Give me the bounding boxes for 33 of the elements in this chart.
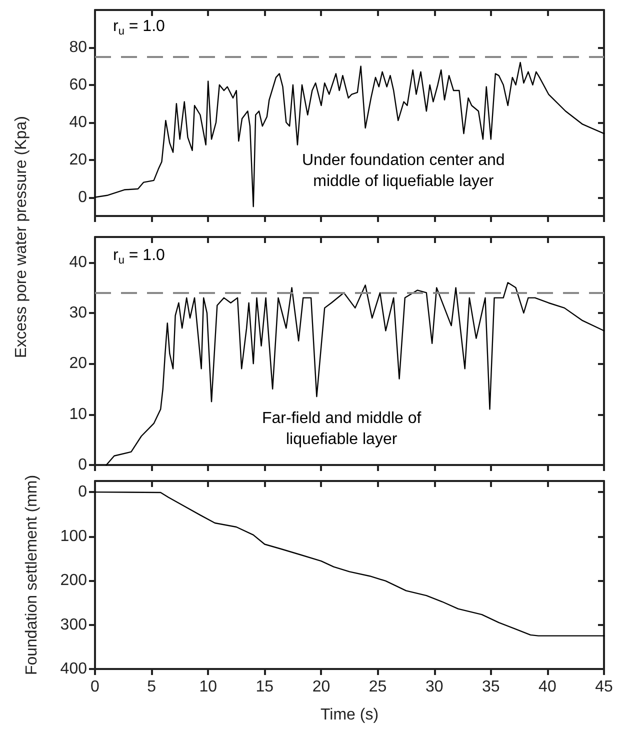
y-tick-label: 300 [60, 616, 88, 634]
annotation: Far-field and middle of liquefiable layer [262, 410, 422, 448]
y-tick-label: 80 [69, 38, 88, 56]
y-axis-title: Excess pore water pressure (Kpa) [13, 116, 31, 358]
y-tick-label: 0 [78, 188, 88, 206]
y-tick-label: 0 [78, 484, 88, 501]
line-series [94, 491, 605, 636]
y-tick-label: 30 [69, 304, 88, 322]
line-series [106, 282, 605, 466]
x-tick-label: 15 [256, 678, 274, 696]
x-tick-label: 40 [538, 678, 556, 696]
x-tick-label: 35 [482, 678, 500, 696]
y-axis-title: Foundation settlement (mm) [24, 474, 40, 676]
y-tick-label: 40 [69, 114, 88, 131]
x-tick-label: 5 [147, 678, 156, 696]
y-tick-label: 60 [69, 76, 88, 94]
x-tick-label: 30 [425, 678, 444, 696]
line-series [94, 62, 605, 208]
x-tick-label: 45 [595, 678, 613, 696]
y-tick-label: 100 [60, 528, 88, 545]
x-tick-label: 20 [312, 678, 330, 696]
x-axis-title: Time (s) [320, 706, 379, 724]
annotation: Under foundation center and middle of liquefiable layer [302, 152, 505, 190]
x-tick-label: 25 [368, 678, 387, 696]
y-tick-label: 20 [69, 355, 88, 372]
y-tick-label: 40 [69, 254, 88, 271]
y-tick-label: 400 [60, 660, 88, 678]
y-tick-label: 0 [78, 456, 88, 474]
x-tick-label: 0 [90, 678, 100, 696]
y-tick-label: 20 [69, 151, 88, 168]
y-tick-label: 10 [69, 406, 88, 423]
y-tick-label: 200 [60, 572, 88, 590]
x-tick-label: 10 [199, 678, 218, 696]
